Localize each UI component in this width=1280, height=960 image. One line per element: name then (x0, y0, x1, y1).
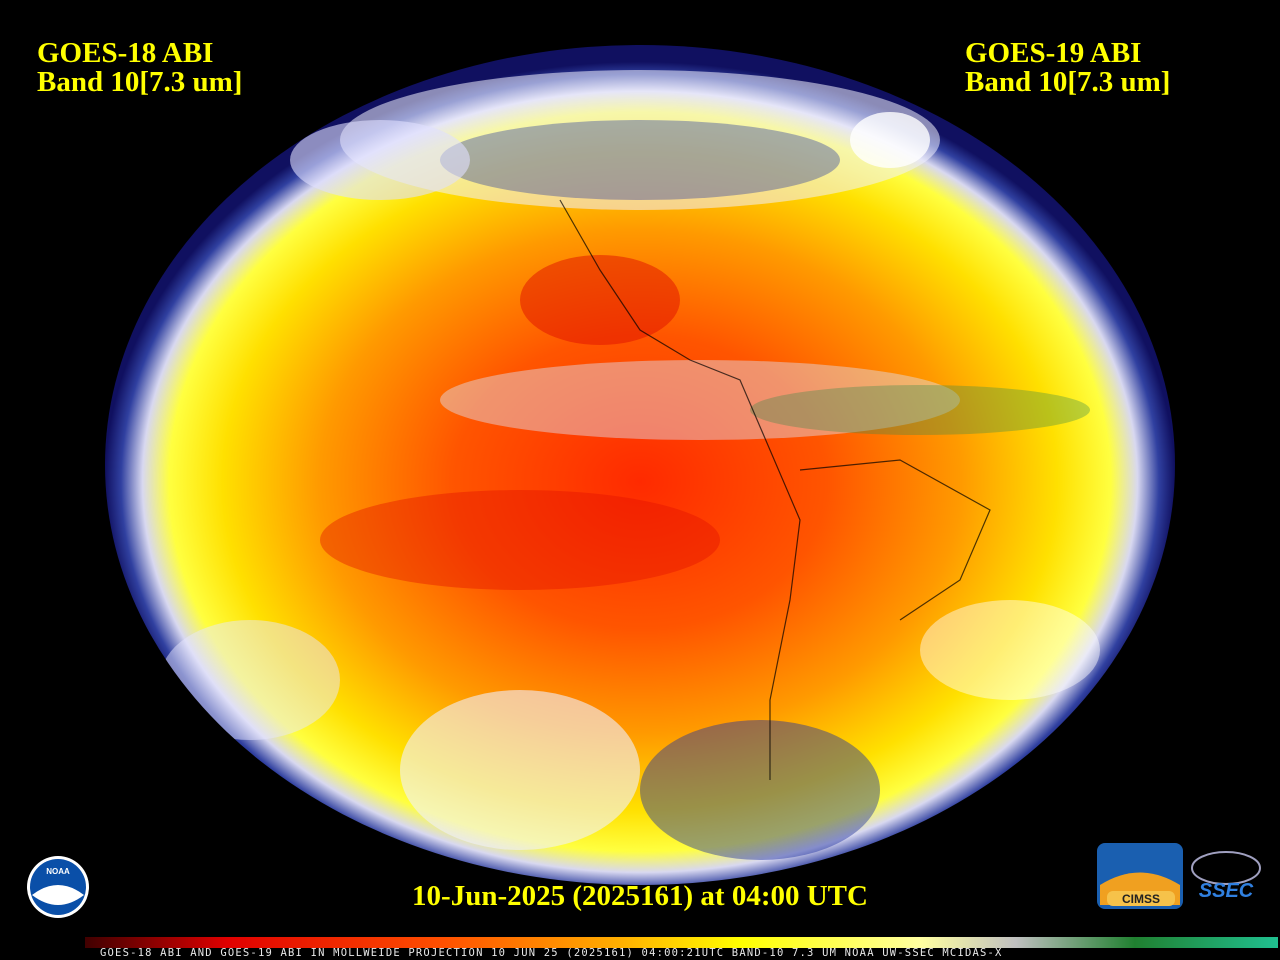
ssec-logo: SSEC (1191, 851, 1261, 902)
noaa-label: NOAA (46, 867, 70, 876)
ssec-orbit (1191, 851, 1261, 885)
right-title: GOES-19 ABI (965, 37, 1141, 69)
right-subtitle: Band 10[7.3 um] (965, 66, 1170, 98)
cimss-label: CIMSS (1122, 892, 1160, 906)
cloud-features (160, 70, 1100, 860)
coastline (559, 199, 991, 780)
left-title: GOES-18 ABI (37, 37, 213, 69)
ssec-label: SSEC (1199, 880, 1254, 902)
earth-disk (105, 45, 1175, 885)
cimss-band (1107, 891, 1175, 906)
footer-caption: GOES-18 ABI AND GOES-19 ABI IN MOLLWEIDE… (100, 947, 1003, 959)
noaa-gull (32, 885, 84, 905)
timestamp: 10-Jun-2025 (2025161) at 04:00 UTC (412, 880, 868, 912)
color-scale (85, 937, 1278, 948)
globe (105, 45, 1175, 885)
noaa-logo: NOAA (27, 856, 89, 918)
left-subtitle: Band 10[7.3 um] (37, 66, 242, 98)
cimss-logo: CIMSS (1097, 843, 1183, 909)
